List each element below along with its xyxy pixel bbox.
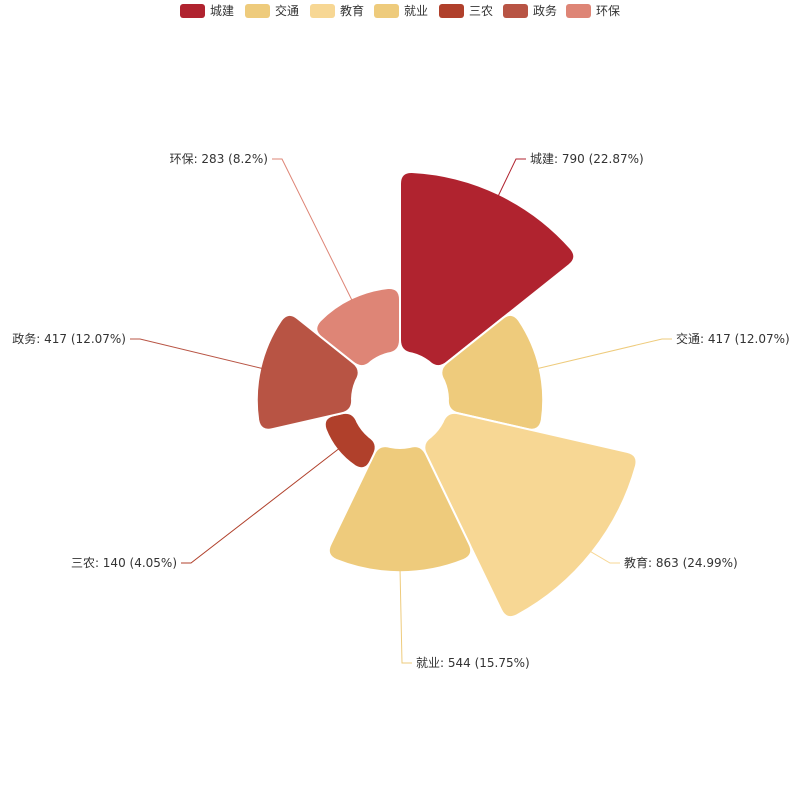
legend-label: 教育 [340,4,365,18]
data-label-6: 环保: 283 (8.2%) [170,152,268,166]
leader-line-4 [181,447,341,564]
rose-sector-3[interactable] [327,445,473,574]
rose-sector-1[interactable] [440,313,545,431]
legend-swatch [374,4,399,18]
leader-line-6 [272,158,354,303]
data-label-3: 就业: 544 (15.75%) [416,656,530,670]
legend-label: 城建 [210,4,235,18]
legend-label: 就业 [404,4,429,18]
rose-sector-0[interactable] [399,170,576,368]
data-label-2: 教育: 863 (24.99%) [624,555,738,570]
data-label-0: 城建: 790 (22.87%) [530,152,644,166]
legend-item-4[interactable]: 三农 [439,3,493,19]
data-label-5: 政务: 417 (12.07%) [12,331,126,346]
legend-swatch [180,4,205,18]
legend-swatch [503,4,528,18]
leader-line-3 [399,568,412,664]
legend-item-1[interactable]: 交通 [245,3,299,19]
legend-label: 三农 [469,4,494,18]
legend-item-0[interactable]: 城建 [180,3,234,19]
legend-item-3[interactable]: 就业 [374,3,428,19]
leader-line-0 [496,158,526,199]
legend-item-6[interactable]: 环保 [566,3,620,19]
data-label-1: 交通: 417 (12.07%) [676,331,790,346]
legend-swatch [566,4,591,18]
rose-sector-6[interactable] [315,286,401,368]
legend-item-5[interactable]: 政务 [503,3,557,19]
rose-sector-5[interactable] [255,313,360,431]
leader-line-1 [535,338,672,370]
data-label-4: 三农: 140 (4.05%) [71,556,177,570]
legend-swatch [245,4,270,18]
leader-line-5 [130,338,265,370]
rose-sector-4[interactable] [323,411,377,470]
legend-swatch [439,4,464,18]
legend-label: 政务 [533,4,558,18]
legend-label: 环保 [596,4,621,18]
chart-legend: 城建 交通 教育 就业 三农 政务 环保 [0,0,800,24]
rose-sector-2[interactable] [423,411,638,619]
legend-swatch [310,4,335,18]
legend-label: 交通 [275,4,300,18]
leader-line-2 [588,549,620,564]
legend-item-2[interactable]: 教育 [310,3,364,19]
